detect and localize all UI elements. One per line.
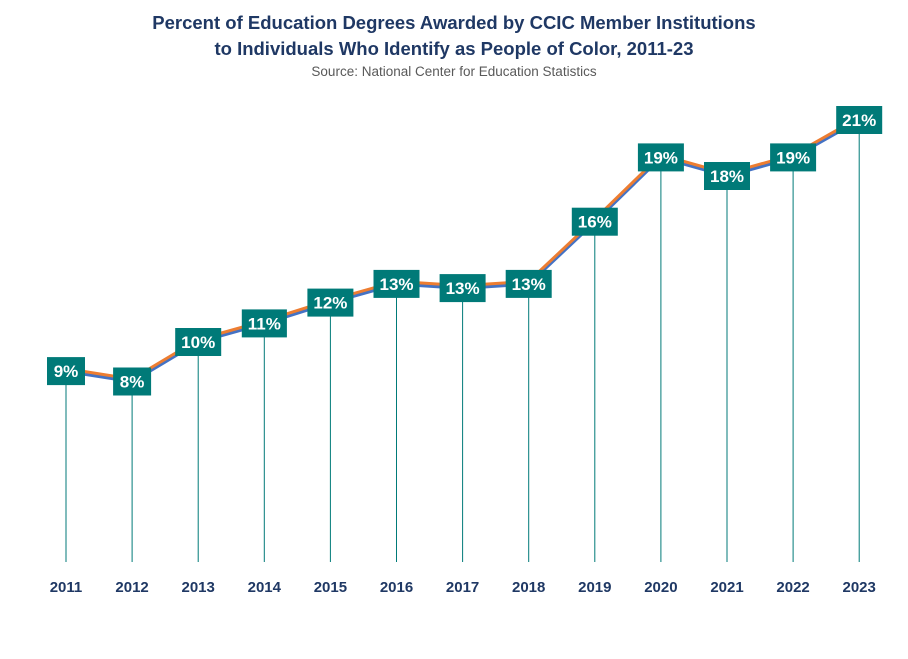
data-label-2021: 18% (710, 167, 744, 186)
x-tick-label-2015: 2015 (314, 579, 347, 596)
x-tick-label-2012: 2012 (115, 579, 148, 596)
x-tick-label-2011: 2011 (50, 579, 83, 596)
data-label-2014: 11% (248, 314, 281, 333)
x-tick-label-2019: 2019 (578, 579, 611, 596)
data-label-2011: 9% (54, 362, 79, 381)
data-label-2016: 13% (379, 275, 413, 294)
data-label-box-2016 (373, 269, 420, 298)
chart-title-line-2: to Individuals Who Identify as People of… (214, 38, 694, 59)
chart-title: Percent of Education Degrees Awarded by … (0, 10, 908, 62)
data-label-2012: 8% (120, 373, 145, 392)
data-label-box-2018 (505, 269, 552, 298)
data-label-2017: 13% (446, 279, 480, 298)
x-tick-label-2021: 2021 (710, 579, 743, 596)
data-label-2023: 21% (842, 111, 876, 130)
data-label-box-2021 (704, 162, 750, 190)
x-tick-label-2018: 2018 (512, 579, 545, 596)
x-tick-label-2013: 2013 (182, 579, 215, 596)
data-label-2015: 12% (313, 294, 347, 313)
x-tick-label-2020: 2020 (644, 579, 677, 596)
data-label-box-2022 (770, 143, 817, 172)
data-label-box-2012 (113, 367, 152, 396)
x-tick-label-2016: 2016 (380, 579, 413, 596)
chart-subtitle: Source: National Center for Education St… (311, 64, 597, 79)
data-label-box-2023 (836, 106, 883, 134)
data-label-2018: 13% (512, 275, 546, 294)
x-tick-label-2014: 2014 (248, 579, 282, 596)
data-label-box-2017 (439, 274, 486, 303)
x-tick-label-2022: 2022 (776, 579, 809, 596)
x-tick-label-2017: 2017 (446, 579, 479, 596)
data-label-box-2011 (47, 357, 85, 386)
data-label-2013: 10% (181, 333, 215, 352)
data-label-box-2013 (175, 328, 222, 356)
data-label-2020: 19% (644, 148, 678, 167)
chart-title-line-1: Percent of Education Degrees Awarded by … (152, 12, 756, 33)
data-label-box-2019 (571, 207, 618, 236)
x-tick-label-2023: 2023 (843, 579, 876, 596)
data-label-2022: 19% (776, 148, 810, 167)
data-label-box-2014 (241, 309, 287, 338)
data-label-box-2020 (637, 143, 684, 172)
data-label-box-2015 (307, 288, 354, 317)
data-label-2019: 16% (578, 213, 612, 232)
